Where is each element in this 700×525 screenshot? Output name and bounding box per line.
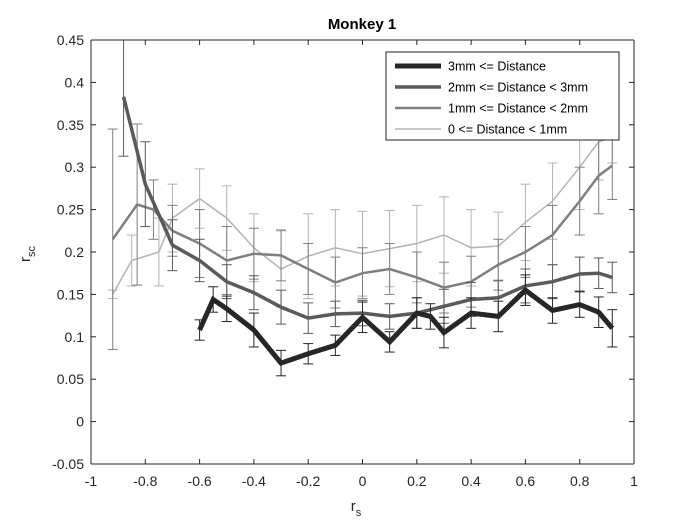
y-tick-label: 0.25 xyxy=(57,202,84,218)
chart-title: Monkey 1 xyxy=(328,16,396,33)
x-axis-title: rs xyxy=(351,498,362,519)
error-bar xyxy=(607,309,618,348)
x-tick-label: 0.4 xyxy=(461,473,481,489)
legend-label: 2mm <= Distance < 3mm xyxy=(448,81,588,95)
y-tick-label: 0 xyxy=(76,414,84,430)
x-tick-label: -0.8 xyxy=(133,473,157,489)
y-tick-label: 0.4 xyxy=(65,74,85,90)
y-tick-label: 0.45 xyxy=(57,32,84,48)
y-axis-title: rsc xyxy=(17,246,38,263)
series-line xyxy=(111,164,614,289)
series-1 xyxy=(194,274,618,377)
y-tick-label: 0.3 xyxy=(65,159,85,175)
legend-label: 0 <= Distance < 1mm xyxy=(448,123,567,137)
legend-item: 3mm <= Distance xyxy=(395,60,546,74)
y-tick-label: 0.05 xyxy=(57,371,84,387)
x-tick-label: -0.2 xyxy=(296,473,320,489)
x-tick-label: 0 xyxy=(359,473,367,489)
y-tick-label: 0.1 xyxy=(65,329,85,345)
x-axis-ticks: -1 -0.8 -0.6 -0.4 -0.2 0 0.2 0.4 0.6 0.8 1 xyxy=(85,40,638,489)
legend-item: 1mm <= Distance < 2mm xyxy=(395,102,588,116)
series-line xyxy=(121,96,613,320)
legend: 3mm <= Distance 2mm <= Distance < 3mm 1mm … xyxy=(385,51,620,141)
axes-box xyxy=(90,39,635,465)
x-tick-label: 0.2 xyxy=(407,473,427,489)
x-tick-label: 0.8 xyxy=(570,473,590,489)
x-tick-label: -1 xyxy=(85,473,98,489)
y-tick-label: 0.2 xyxy=(65,244,85,260)
y-tick-label: 0.35 xyxy=(57,117,84,133)
x-tick-label: -0.4 xyxy=(242,473,266,489)
y-axis-ticks: -0.05 0 0.05 0.1 0.15 0.2 0.25 0.3 0.35 0.4 0.45 xyxy=(52,32,634,472)
legend-label: 3mm <= Distance xyxy=(448,60,546,74)
x-tick-label: -0.6 xyxy=(188,473,212,489)
y-tick-label: 0.15 xyxy=(57,286,84,302)
legend-item: 0 <= Distance < 1mm xyxy=(395,123,567,137)
legend-label: 1mm <= Distance < 2mm xyxy=(448,102,588,116)
x-tick-label: 1 xyxy=(630,473,638,489)
y-tick-label: -0.05 xyxy=(52,456,84,472)
series-line xyxy=(197,286,615,367)
legend-item: 2mm <= Distance < 3mm xyxy=(395,81,588,95)
x-tick-label: 0.6 xyxy=(516,473,536,489)
